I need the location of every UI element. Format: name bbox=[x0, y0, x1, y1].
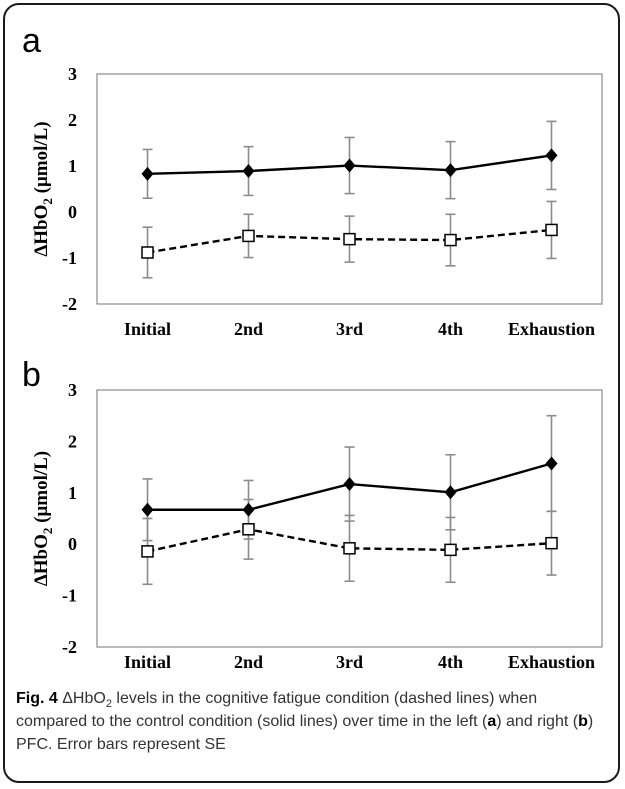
control-data-point bbox=[343, 477, 356, 492]
x-tick-label: 4th bbox=[438, 652, 463, 672]
control-data-point bbox=[141, 166, 154, 181]
control-data-point bbox=[343, 158, 356, 173]
fatigue-data-point bbox=[242, 229, 255, 243]
y-axis-label-main: ΔHbO bbox=[31, 534, 52, 586]
caption-text-3: ) and right ( bbox=[496, 713, 579, 730]
caption-text-4: ) PFC. Error bars represent SE bbox=[16, 713, 594, 753]
fatigue-data-point bbox=[242, 523, 255, 536]
control-data-point bbox=[545, 148, 558, 163]
y-tick-label: 3 bbox=[68, 380, 77, 400]
x-tick-label: Initial bbox=[124, 652, 171, 672]
x-tick-label: 4th bbox=[438, 319, 463, 339]
fatigue-data-point bbox=[444, 543, 457, 557]
control-data-point bbox=[141, 502, 154, 517]
x-tick-label: 2nd bbox=[234, 319, 263, 339]
y-tick-label: -1 bbox=[62, 586, 77, 606]
y-tick-label: 2 bbox=[68, 110, 77, 130]
fatigue-data-point bbox=[343, 232, 356, 246]
x-tick-label: 2nd bbox=[234, 652, 263, 672]
y-tick-label: 1 bbox=[68, 156, 77, 176]
caption-subscript: 2 bbox=[105, 698, 112, 711]
caption-panel-a-ref: a bbox=[487, 713, 497, 730]
figure-frame bbox=[3, 3, 620, 783]
fatigue-data-point bbox=[444, 233, 457, 247]
x-tick-label: Initial bbox=[124, 319, 171, 339]
caption-fig-label: Fig. 4 bbox=[16, 690, 58, 707]
y-tick-label: -1 bbox=[62, 248, 77, 268]
fatigue-data-point bbox=[141, 246, 154, 259]
plot-frame bbox=[96, 73, 603, 305]
control-data-point bbox=[545, 456, 558, 471]
y-axis-label-subscript: 2 bbox=[40, 528, 55, 535]
x-tick-label: Exhaustion bbox=[508, 319, 595, 339]
caption-text-2: levels in the cognitive fatigue conditio… bbox=[16, 690, 538, 730]
fatigue-data-point bbox=[141, 545, 154, 558]
x-tick-label: Exhaustion bbox=[508, 652, 595, 672]
fatigue-data-point bbox=[343, 542, 356, 555]
x-tick-label: 3rd bbox=[336, 319, 363, 339]
y-axis-label: ΔHbO2 (μmol/L) bbox=[31, 451, 55, 586]
y-tick-label: 1 bbox=[68, 483, 77, 503]
panel-letter-a: a bbox=[22, 22, 41, 60]
control-data-point bbox=[242, 164, 255, 179]
caption-panel-b-ref: b bbox=[578, 713, 588, 730]
panel-letter-b: b bbox=[22, 356, 41, 394]
caption-text-1: ΔHbO bbox=[57, 690, 106, 707]
control-data-point bbox=[444, 163, 457, 178]
y-axis-label-unit: (μmol/L) bbox=[31, 451, 52, 528]
y-tick-label: -2 bbox=[62, 294, 77, 314]
control-data-point bbox=[242, 502, 255, 517]
y-axis-label-main: ΔHbO bbox=[31, 205, 52, 257]
y-tick-label: 0 bbox=[68, 202, 77, 222]
fatigue-data-point bbox=[545, 536, 558, 550]
control-data-point bbox=[444, 485, 457, 500]
y-tick-label: 0 bbox=[68, 534, 77, 554]
y-axis-label: ΔHbO2 (μmol/L) bbox=[31, 121, 55, 256]
y-axis-label-unit: (μmol/L) bbox=[31, 121, 52, 198]
figure-caption: Fig. 4 ΔHbO2 levels in the cognitive fat… bbox=[16, 687, 611, 756]
x-tick-label: 3rd bbox=[336, 652, 363, 672]
fatigue-series-line bbox=[147, 528, 552, 553]
y-tick-label: -2 bbox=[62, 637, 77, 657]
fatigue-data-point bbox=[545, 223, 558, 237]
y-tick-label: 3 bbox=[68, 64, 77, 84]
y-tick-label: 2 bbox=[68, 431, 77, 451]
y-axis-label-subscript: 2 bbox=[40, 198, 55, 205]
plot-frame bbox=[96, 389, 603, 648]
